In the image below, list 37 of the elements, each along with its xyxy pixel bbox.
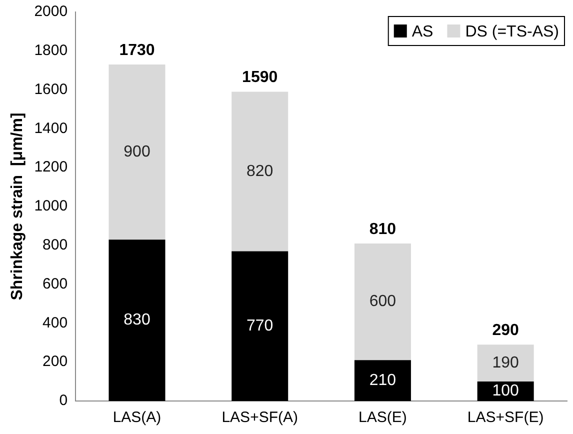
bar bbox=[232, 92, 288, 252]
data-label: 770 bbox=[246, 318, 274, 335]
data-label: 100 bbox=[492, 382, 520, 400]
legend-label: DS (=TS-AS) bbox=[465, 23, 560, 40]
data-label: 190 bbox=[492, 354, 520, 372]
bar bbox=[354, 243, 411, 360]
y-tick-label: 0 bbox=[59, 392, 68, 410]
y-tick-label: 600 bbox=[42, 275, 68, 292]
y-tick-label: 800 bbox=[42, 236, 68, 254]
y-axis-title: Shrinkage strain [μm/m] bbox=[9, 112, 26, 300]
total-label: 810 bbox=[369, 220, 396, 238]
y-tick-label: 200 bbox=[42, 353, 68, 370]
total-label: 1730 bbox=[119, 42, 155, 59]
y-tick-label: 1200 bbox=[34, 158, 68, 176]
data-label: 820 bbox=[246, 162, 274, 180]
y-tick-label: 2000 bbox=[34, 3, 68, 20]
data-label: 900 bbox=[124, 143, 150, 160]
bar bbox=[354, 360, 411, 401]
bar bbox=[477, 344, 534, 382]
data-label: 210 bbox=[369, 372, 396, 389]
bar bbox=[232, 251, 288, 401]
y-tick-label: 400 bbox=[42, 314, 68, 332]
x-tick-label: LAS(E) bbox=[358, 409, 407, 426]
x-tick-label: LAS+SF(A) bbox=[222, 409, 298, 426]
y-tick-label: 1800 bbox=[34, 42, 68, 60]
bar bbox=[108, 240, 166, 401]
x-tick-label: LAS+SF(E) bbox=[467, 409, 544, 426]
total-label: 290 bbox=[492, 322, 520, 339]
bar bbox=[108, 64, 166, 240]
legend-label: AS bbox=[412, 23, 434, 40]
x-tick-label: LAS(A) bbox=[112, 409, 162, 426]
y-tick-label: 1400 bbox=[34, 120, 68, 137]
y-tick-label: 1000 bbox=[34, 198, 68, 215]
total-label: 1590 bbox=[242, 69, 278, 86]
y-tick-label: 1600 bbox=[34, 80, 68, 98]
data-label: 600 bbox=[369, 293, 396, 310]
data-label: 830 bbox=[124, 312, 150, 329]
